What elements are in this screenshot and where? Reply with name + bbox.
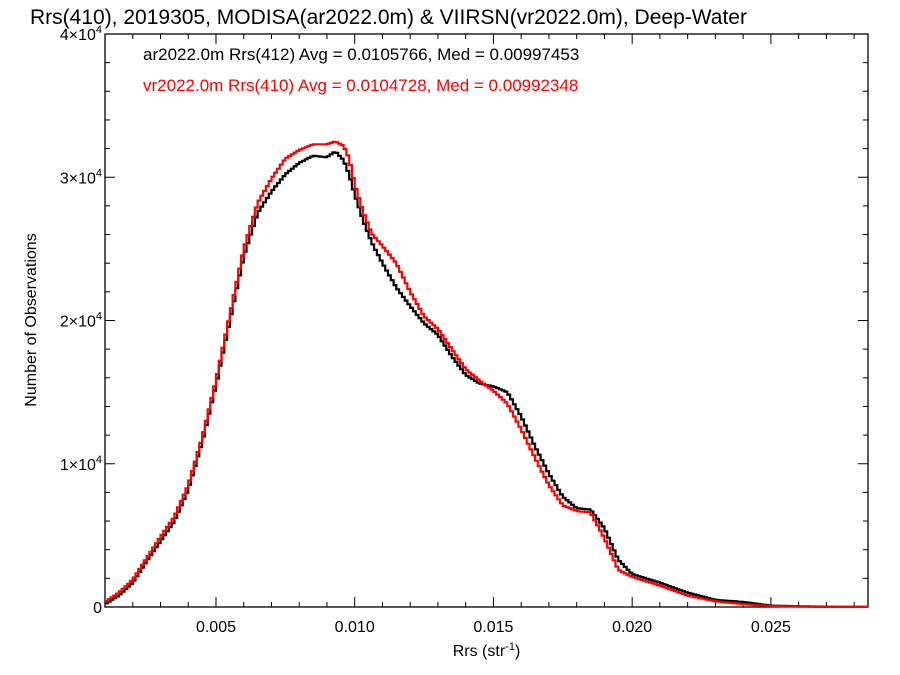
legend-entry-viirsn: vr2022.0m Rrs(410) Avg = 0.0104728, Med … — [143, 76, 578, 95]
y-tick-label: 4×104 — [60, 24, 102, 44]
chart-title: Rrs(410), 2019305, MODISA(ar2022.0m) & V… — [30, 6, 747, 29]
x-axis-label-superscript: -1 — [505, 641, 515, 653]
series-line-viirsn — [105, 140, 868, 608]
x-axis-label-end: ) — [515, 643, 520, 660]
x-tick-label: 0.005 — [196, 619, 236, 636]
plot-frame — [104, 33, 869, 608]
y-tick-label-base: 4×10 — [60, 27, 96, 44]
y-tick-label-base: 2×10 — [60, 314, 96, 331]
y-tick-label: 2×104 — [60, 311, 102, 331]
x-tick-label: 0.015 — [473, 619, 513, 636]
y-tick-label: 1×104 — [60, 454, 102, 474]
x-tick-label: 0.020 — [612, 619, 652, 636]
y-axis-label: Number of Observations — [23, 233, 40, 406]
series-layer — [105, 140, 868, 608]
x-tick-label: 0.010 — [335, 619, 375, 636]
y-tick-label-exponent: 4 — [96, 24, 102, 36]
y-tick-label-exponent: 4 — [96, 311, 102, 323]
y-tick-label-base: 1×10 — [60, 457, 96, 474]
y-tick-label-exponent: 4 — [96, 167, 102, 179]
y-tick-label: 0 — [93, 600, 102, 617]
legend-entry-modisa: ar2022.0m Rrs(412) Avg = 0.0105766, Med … — [143, 45, 579, 64]
y-tick-label-exponent: 4 — [96, 454, 102, 466]
y-tick-label-base: 3×10 — [60, 170, 96, 187]
x-axis-ticks: 0.005 0.010 0.015 0.020 0.025 — [104, 34, 855, 636]
x-axis-label-main: Rrs (str — [453, 643, 506, 660]
x-tick-label: 0.025 — [751, 619, 791, 636]
x-axis-label: Rrs (str-1) — [453, 641, 521, 660]
y-tick-label-base: 0 — [93, 600, 102, 617]
y-tick-label: 3×104 — [60, 167, 102, 187]
series-line-modisa — [105, 151, 868, 608]
